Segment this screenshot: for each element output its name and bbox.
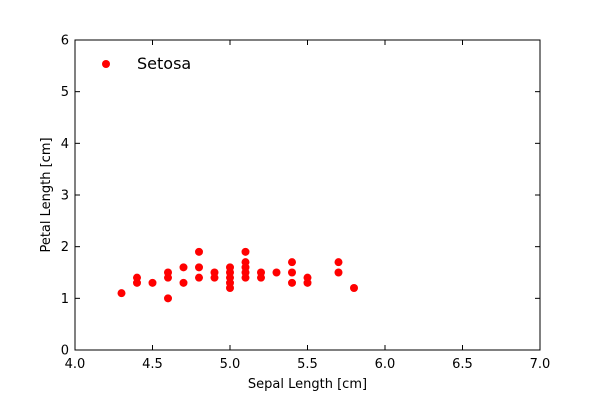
x-tick-label: 6.0 [375,357,396,372]
data-point [241,258,250,267]
data-point [226,263,234,272]
y-tick-label: 4 [61,137,69,152]
y-tick-label: 6 [61,34,69,49]
y-tick-label: 0 [61,344,69,359]
x-tick-label: 6.5 [452,357,473,372]
data-point [288,258,296,267]
axis-ticks: 4.0 4.5 5.0 5.5 6.0 6.5 7.0 0 1 2 3 4 5 6 [61,34,551,373]
data-point [164,268,172,277]
data-point [272,268,281,277]
y-tick-label: 5 [61,85,69,100]
data-point [164,294,172,303]
data-points [117,247,358,303]
data-point [334,268,343,277]
plot-area [74,39,541,351]
data-point [179,278,188,287]
x-tick-label: 4.0 [65,357,86,372]
data-point [148,278,157,287]
y-tick-label: 2 [61,240,69,255]
x-axis-label: Sepal Length [cm] [248,377,367,392]
data-point [133,273,141,282]
x-tick-label: 5.5 [297,357,318,372]
data-point [241,247,250,256]
x-tick-label: 4.5 [142,357,163,372]
y-tick-label: 3 [61,189,69,204]
data-point [288,268,296,277]
data-point [117,289,126,298]
legend-marker-setosa [102,60,110,68]
data-point [350,284,358,292]
data-point [334,258,343,267]
y-axis-label: Petal Length [cm] [39,137,54,252]
legend: Setosa [102,54,191,73]
data-point [288,278,296,287]
data-point [179,263,188,272]
x-tick-label: 5.0 [220,357,241,372]
data-point [195,247,203,256]
data-point [257,268,265,277]
y-tick-label: 1 [61,292,69,307]
data-point [210,268,219,277]
data-point [303,273,312,282]
data-point [195,263,203,272]
legend-label-setosa: Setosa [137,54,191,73]
x-tick-label: 7.0 [530,357,551,372]
data-point [195,273,203,282]
